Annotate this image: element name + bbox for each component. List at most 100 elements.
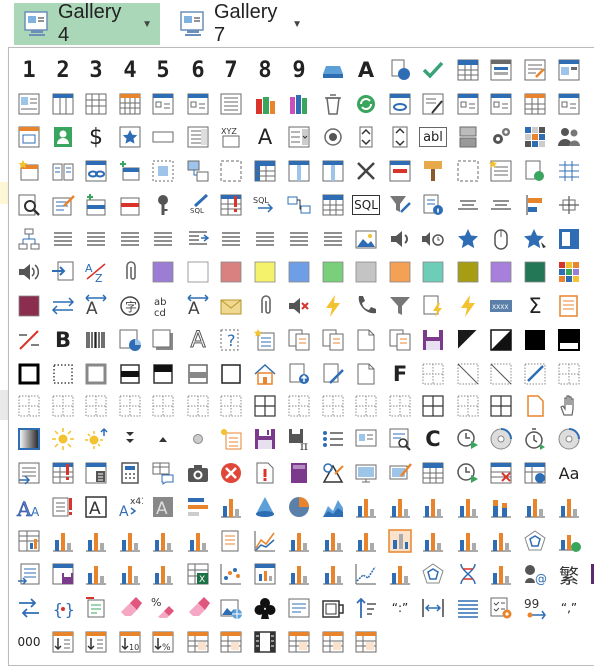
table-doc-icon[interactable] (285, 628, 313, 656)
table-doc-icon[interactable] (352, 628, 380, 656)
dotted-grid-icon[interactable] (217, 392, 245, 420)
thick-box-icon[interactable] (15, 360, 43, 388)
clock-play-icon[interactable] (454, 459, 482, 487)
radio-icon[interactable] (319, 123, 347, 151)
link-icon[interactable] (82, 157, 110, 185)
form-chart-icon[interactable] (251, 560, 279, 588)
gallery-7-button[interactable]: Gallery 7 ▼ (170, 1, 310, 46)
font-size-icon[interactable]: A (82, 292, 110, 320)
swatch-orange-icon[interactable] (386, 258, 414, 286)
bar-chart-icon[interactable] (116, 527, 144, 555)
diag-grid-icon[interactable] (487, 360, 515, 388)
film-reel-icon[interactable] (319, 594, 347, 622)
abcd-icon[interactable]: ab cd (149, 292, 177, 320)
chart-doc-icon[interactable] (116, 326, 144, 354)
lines-icon[interactable] (149, 225, 177, 253)
star-pointer-icon[interactable] (521, 225, 549, 253)
dotted-grid-icon[interactable] (285, 392, 313, 420)
line-chart-icon[interactable] (251, 527, 279, 555)
remove-row-icon[interactable] (116, 191, 144, 219)
swatch-white-icon[interactable] (184, 258, 212, 286)
form-red-icon[interactable] (386, 157, 414, 185)
half-fill-icon[interactable] (487, 326, 515, 354)
tray-icon[interactable] (319, 56, 347, 84)
home-icon[interactable] (251, 360, 279, 388)
scroll-icon[interactable] (386, 123, 414, 151)
filter-pen-icon[interactable] (386, 191, 414, 219)
bar-chart-icon[interactable] (521, 493, 549, 521)
table-icon[interactable] (419, 459, 447, 487)
bar-chart-icon[interactable] (319, 527, 347, 555)
bottles-multi-icon[interactable] (285, 90, 313, 118)
add-row-icon[interactable] (82, 191, 110, 219)
copy-docs-icon[interactable] (386, 326, 414, 354)
barcode-icon[interactable] (82, 326, 110, 354)
letter-c-icon[interactable]: C (425, 427, 441, 451)
bar-chart-icon[interactable] (386, 560, 414, 588)
bar-chart-icon[interactable] (82, 560, 110, 588)
bar-chart-icon[interactable] (487, 560, 515, 588)
palette-grid-icon[interactable] (555, 258, 583, 286)
sql-edit-icon[interactable]: SQL (184, 191, 212, 219)
lines-icon[interactable] (49, 225, 77, 253)
number-7-icon[interactable]: 7 (224, 57, 238, 83)
bullets-icon[interactable] (319, 425, 347, 453)
abl-textbox-icon[interactable]: abl (419, 127, 447, 147)
sort-table-icon[interactable] (82, 628, 110, 656)
book-purple-icon[interactable] (285, 459, 313, 487)
add-field-icon[interactable] (116, 157, 144, 185)
alert-table-icon[interactable] (217, 191, 245, 219)
swatch-darkgreen-icon[interactable] (521, 258, 549, 286)
sql-link-icon[interactable]: SQL (251, 191, 279, 219)
doc-orange-icon[interactable] (555, 292, 583, 320)
dotted-grid-icon[interactable] (116, 392, 144, 420)
gray-band-icon[interactable] (184, 360, 212, 388)
circle-icon[interactable] (184, 425, 212, 453)
code-brace-icon[interactable]: {} (49, 594, 77, 622)
calc-table-icon[interactable] (82, 459, 110, 487)
doc-circle-icon[interactable] (386, 56, 414, 84)
form-check-icon[interactable] (184, 90, 212, 118)
doc-bolt-icon[interactable] (419, 292, 447, 320)
chinese-char-icon[interactable]: 繁 (555, 560, 583, 588)
bar-chart-icon[interactable] (454, 493, 482, 521)
distribute-icon[interactable] (555, 191, 583, 219)
new-doc-icon[interactable] (251, 326, 279, 354)
diagonal-icon[interactable] (454, 326, 482, 354)
image-icon[interactable] (352, 225, 380, 253)
align-lines-icon[interactable] (487, 191, 515, 219)
number-6-icon[interactable]: 6 (191, 57, 205, 83)
screen-pen-icon[interactable] (386, 459, 414, 487)
swatch-purple-icon[interactable] (149, 258, 177, 286)
eraser-icon[interactable] (184, 594, 212, 622)
label-a-icon[interactable]: A (257, 125, 273, 149)
scatter-icon[interactable] (217, 560, 245, 588)
bold-icon[interactable]: B (54, 328, 71, 352)
camera-icon[interactable] (184, 459, 212, 487)
arrows-lr-icon[interactable] (49, 292, 77, 320)
lines-icon[interactable] (251, 225, 279, 253)
slash-icon[interactable] (15, 326, 43, 354)
paint-icon[interactable] (419, 157, 447, 185)
dotted-grid-icon[interactable] (149, 392, 177, 420)
bar-chart-icon[interactable] (352, 527, 380, 555)
dotted-frame-icon[interactable] (149, 157, 177, 185)
area-chart-icon[interactable] (319, 493, 347, 521)
excel-icon[interactable]: X (184, 560, 212, 588)
club-icon[interactable] (251, 594, 279, 622)
swap-icon[interactable] (15, 594, 43, 622)
pie-chart-icon[interactable] (285, 493, 313, 521)
textbox-icon[interactable] (149, 123, 177, 151)
onenote-icon[interactable]: N (587, 560, 594, 588)
table-doc-icon[interactable] (217, 628, 245, 656)
number-5-icon[interactable]: 5 (156, 57, 170, 83)
lines-icon[interactable] (82, 225, 110, 253)
list-lines-icon[interactable] (454, 594, 482, 622)
scroll-edit-icon[interactable] (82, 594, 110, 622)
align-left-icon[interactable] (521, 191, 549, 219)
checklist-gear-icon[interactable] (487, 594, 515, 622)
contact-doc-icon[interactable] (352, 425, 380, 453)
bar-chart-icon[interactable] (386, 493, 414, 521)
spin-icon[interactable] (352, 123, 380, 151)
dotted-grid-icon[interactable] (82, 392, 110, 420)
